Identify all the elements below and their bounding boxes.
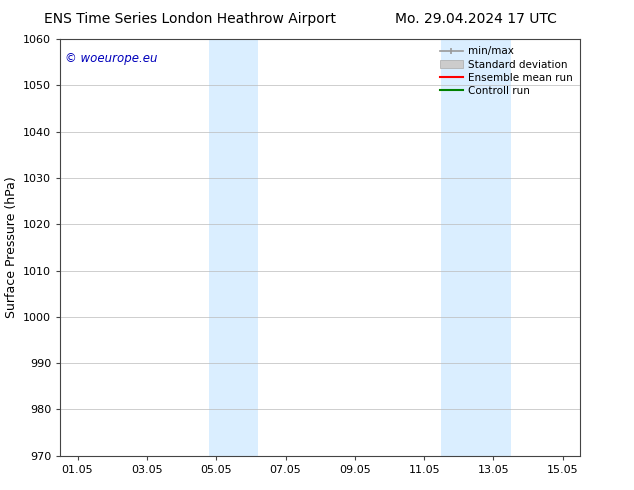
Text: © woeurope.eu: © woeurope.eu (65, 52, 158, 65)
Bar (209, 39, 258, 456)
Text: ENS Time Series London Heathrow Airport: ENS Time Series London Heathrow Airport (44, 12, 336, 26)
Legend: min/max, Standard deviation, Ensemble mean run, Controll run: min/max, Standard deviation, Ensemble me… (438, 45, 575, 98)
Y-axis label: Surface Pressure (hPa): Surface Pressure (hPa) (4, 176, 18, 318)
Text: Mo. 29.04.2024 17 UTC: Mo. 29.04.2024 17 UTC (394, 12, 557, 26)
Bar (441, 39, 511, 456)
